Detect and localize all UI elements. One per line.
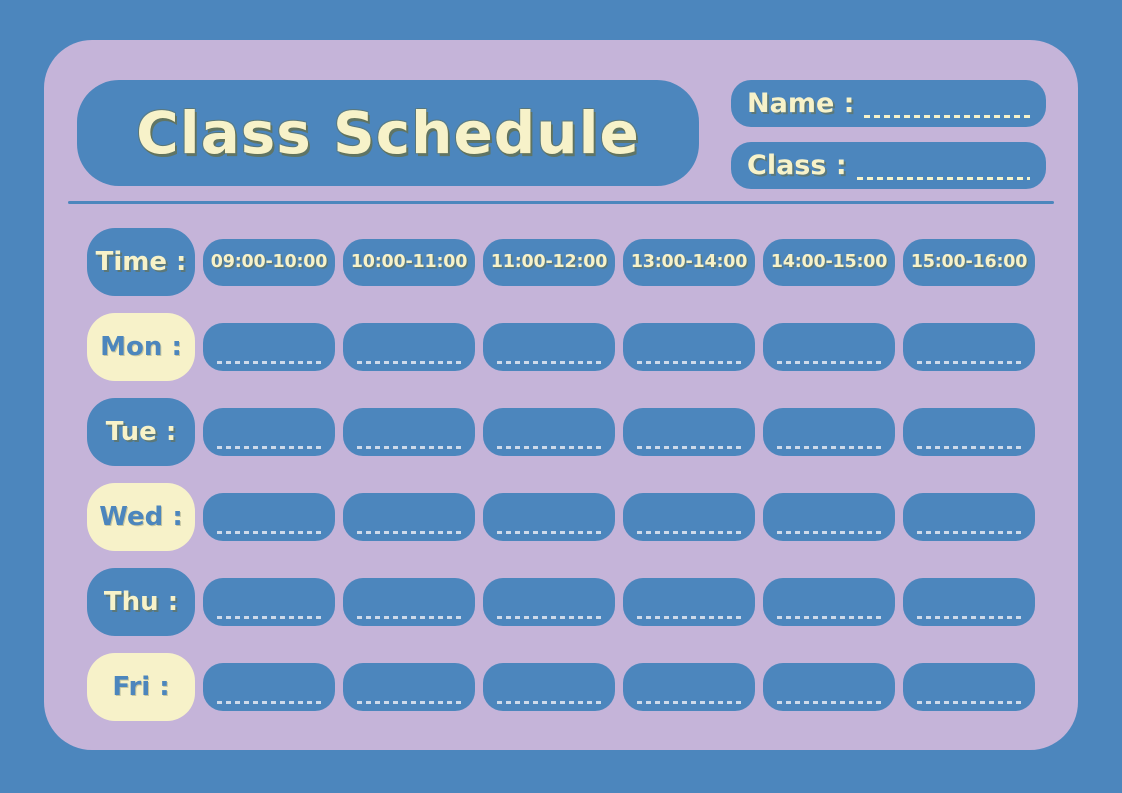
schedule-cell[interactable] <box>763 493 895 541</box>
cell-write-line <box>637 446 741 449</box>
class-field: Class : <box>731 142 1046 189</box>
schedule-cell[interactable] <box>763 408 895 456</box>
day-label-fri: Fri : <box>87 653 195 721</box>
cell-write-line <box>777 531 881 534</box>
cell-write-line <box>497 361 601 364</box>
cell-write-line <box>777 616 881 619</box>
student-info: Name : Class : <box>731 80 1046 189</box>
schedule-cell[interactable] <box>623 493 755 541</box>
day-row-wed: Wed : <box>87 483 1035 551</box>
schedule-cell[interactable] <box>203 323 335 371</box>
schedule-cell[interactable] <box>203 408 335 456</box>
cell-write-line <box>357 531 461 534</box>
time-row-label: Time : <box>87 228 195 296</box>
schedule-cell[interactable] <box>203 493 335 541</box>
schedule-cell[interactable] <box>343 663 475 711</box>
schedule-cell[interactable] <box>903 493 1035 541</box>
class-label: Class : <box>747 150 847 181</box>
schedule-cell[interactable] <box>623 663 755 711</box>
schedule-cell[interactable] <box>483 493 615 541</box>
schedule-cell[interactable] <box>343 323 475 371</box>
schedule-cell[interactable] <box>343 493 475 541</box>
schedule-cell[interactable] <box>903 663 1035 711</box>
cell-write-line <box>217 446 321 449</box>
cell-write-line <box>497 701 601 704</box>
time-slot: 09:00-10:00 <box>203 238 335 286</box>
schedule-cell[interactable] <box>483 323 615 371</box>
cell-write-line <box>637 361 741 364</box>
time-slot: 15:00-16:00 <box>903 238 1035 286</box>
schedule-cell[interactable] <box>903 578 1035 626</box>
schedule-cell[interactable] <box>203 578 335 626</box>
cell-write-line <box>917 701 1021 704</box>
schedule-cell[interactable] <box>343 578 475 626</box>
schedule-cell[interactable] <box>483 663 615 711</box>
cell-write-line <box>357 361 461 364</box>
cell-write-line <box>217 616 321 619</box>
header-divider <box>68 201 1054 204</box>
schedule-cell[interactable] <box>203 663 335 711</box>
class-input-line[interactable] <box>856 177 1030 180</box>
cell-write-line <box>357 616 461 619</box>
cell-write-line <box>777 446 881 449</box>
cell-write-line <box>917 616 1021 619</box>
page-title: Class Schedule <box>136 99 640 167</box>
cell-write-line <box>497 616 601 619</box>
time-row: Time : 09:00-10:00 10:00-11:00 11:00-12:… <box>87 228 1035 296</box>
schedule-cell[interactable] <box>483 408 615 456</box>
schedule-cell[interactable] <box>903 323 1035 371</box>
schedule-cell[interactable] <box>623 578 755 626</box>
cell-write-line <box>637 701 741 704</box>
schedule-cell[interactable] <box>763 323 895 371</box>
schedule-cell[interactable] <box>623 408 755 456</box>
schedule-cell[interactable] <box>763 663 895 711</box>
schedule-cell[interactable] <box>343 408 475 456</box>
cell-write-line <box>217 531 321 534</box>
name-label: Name : <box>747 88 855 119</box>
schedule-cell[interactable] <box>483 578 615 626</box>
time-slot: 13:00-14:00 <box>623 238 755 286</box>
day-row-thu: Thu : <box>87 568 1035 636</box>
name-field: Name : <box>731 80 1046 127</box>
cell-write-line <box>217 361 321 364</box>
time-slot: 10:00-11:00 <box>343 238 475 286</box>
day-row-fri: Fri : <box>87 653 1035 721</box>
schedule-cell[interactable] <box>763 578 895 626</box>
schedule-cell[interactable] <box>903 408 1035 456</box>
day-label-thu: Thu : <box>87 568 195 636</box>
cell-write-line <box>217 701 321 704</box>
cell-write-line <box>917 361 1021 364</box>
cell-write-line <box>357 446 461 449</box>
cell-write-line <box>777 701 881 704</box>
cell-write-line <box>637 616 741 619</box>
schedule-card: Class Schedule Name : Class : Time : 09:… <box>44 40 1078 750</box>
cell-write-line <box>777 361 881 364</box>
time-slot: 11:00-12:00 <box>483 238 615 286</box>
cell-write-line <box>917 446 1021 449</box>
title-banner: Class Schedule <box>77 80 699 186</box>
cell-write-line <box>497 446 601 449</box>
day-label-wed: Wed : <box>87 483 195 551</box>
cell-write-line <box>637 531 741 534</box>
day-label-mon: Mon : <box>87 313 195 381</box>
cell-write-line <box>357 701 461 704</box>
name-input-line[interactable] <box>864 115 1030 118</box>
cell-write-line <box>497 531 601 534</box>
schedule-cell[interactable] <box>623 323 755 371</box>
day-row-mon: Mon : <box>87 313 1035 381</box>
day-label-tue: Tue : <box>87 398 195 466</box>
header: Class Schedule Name : Class : <box>77 80 1046 189</box>
day-row-tue: Tue : <box>87 398 1035 466</box>
schedule-grid: Time : 09:00-10:00 10:00-11:00 11:00-12:… <box>87 228 1035 721</box>
cell-write-line <box>917 531 1021 534</box>
time-slot: 14:00-15:00 <box>763 238 895 286</box>
